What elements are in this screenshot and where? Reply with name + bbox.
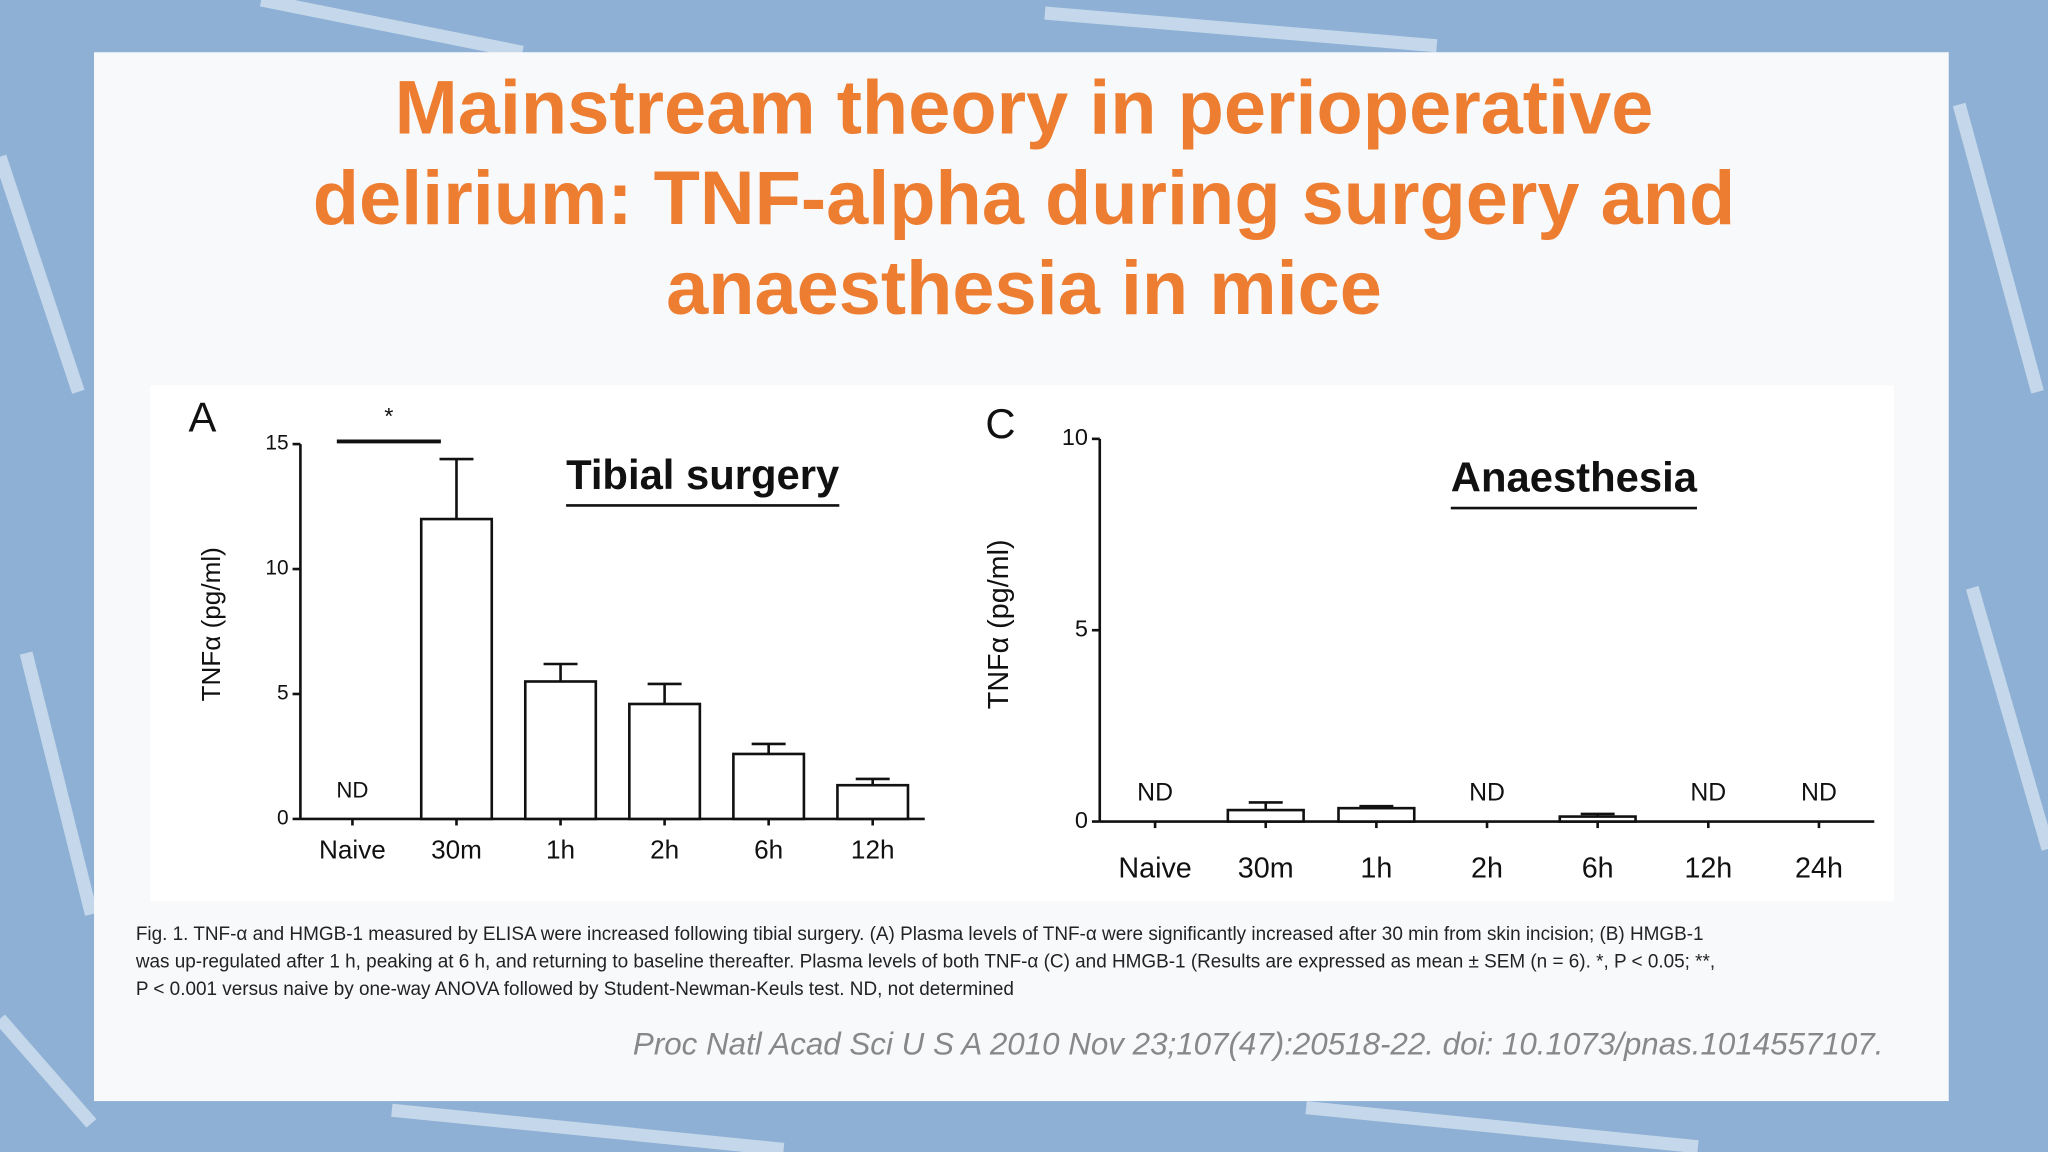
slide-title: anaesthesia in mice bbox=[666, 246, 1382, 331]
slide-title: delirium: TNF-alpha during surgery and bbox=[313, 156, 1736, 241]
caption: was up-regulated after 1 h, peaking at 6… bbox=[135, 952, 1715, 973]
significance-label: * bbox=[384, 403, 393, 429]
x-tick-label: 1h bbox=[1360, 852, 1392, 884]
x-tick-label: Naive bbox=[319, 834, 386, 864]
y-tick-label: 10 bbox=[265, 557, 288, 580]
bar bbox=[1337, 806, 1416, 823]
slide-title: Mainstream theory in perioperative bbox=[395, 66, 1654, 151]
x-tick-label: 30m bbox=[431, 834, 482, 864]
bar bbox=[1558, 815, 1637, 823]
value-label: ND bbox=[1137, 780, 1173, 807]
bar bbox=[732, 752, 806, 821]
value-label: ND bbox=[1469, 780, 1505, 807]
y-tick-label: 0 bbox=[277, 806, 289, 829]
x-tick-label: 6h bbox=[1582, 852, 1614, 884]
x-tick-label: Naive bbox=[1118, 852, 1191, 884]
bar bbox=[1226, 808, 1305, 823]
x-tick-label: 6h bbox=[754, 834, 783, 864]
y-tick-label: 10 bbox=[1062, 424, 1088, 450]
bar bbox=[523, 680, 598, 821]
bar bbox=[419, 517, 494, 821]
value-label: ND bbox=[1801, 780, 1837, 807]
y-tick-label: 15 bbox=[265, 432, 288, 455]
chart-title: Anaesthesia bbox=[1451, 454, 1698, 501]
x-tick-label: 12h bbox=[851, 834, 895, 864]
citation: Proc Natl Acad Sci U S A 2010 Nov 23;107… bbox=[633, 1026, 1884, 1061]
x-tick-label: 2h bbox=[1471, 852, 1503, 884]
y-tick-label: 5 bbox=[277, 682, 289, 705]
panel-label: A bbox=[189, 394, 217, 441]
value-label: ND bbox=[1690, 780, 1726, 807]
y-axis-label: TNFα (pg/ml) bbox=[196, 547, 226, 701]
y-axis-label: TNFα (pg/ml) bbox=[983, 539, 1015, 709]
value-label: ND bbox=[336, 777, 368, 802]
y-tick-label: 5 bbox=[1075, 615, 1088, 641]
x-tick-label: 24h bbox=[1795, 852, 1843, 884]
x-tick-label: 1h bbox=[546, 834, 575, 864]
bar bbox=[836, 783, 910, 821]
caption: Fig. 1. TNF-α and HMGB-1 measured by ELI… bbox=[136, 924, 1704, 945]
x-tick-label: 30m bbox=[1238, 852, 1294, 884]
chart-title: Tibial surgery bbox=[566, 451, 840, 498]
y-tick-label: 0 bbox=[1075, 807, 1088, 833]
caption: P < 0.001 versus naive by one-way ANOVA … bbox=[136, 979, 1014, 1000]
x-tick-label: 2h bbox=[650, 834, 679, 864]
bar bbox=[628, 702, 702, 821]
panel-label: C bbox=[985, 400, 1015, 447]
x-tick-label: 12h bbox=[1684, 852, 1732, 884]
